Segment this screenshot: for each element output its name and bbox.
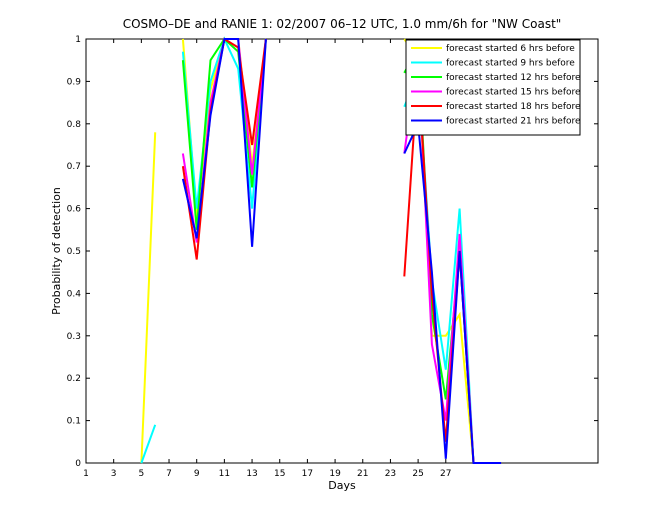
legend-entry-label: forecast started 12 hrs before: [446, 73, 581, 83]
x-tick-label: 23: [385, 469, 396, 479]
legend-entry-label: forecast started 15 hrs before: [446, 88, 581, 98]
y-tick-label: 0.8: [67, 120, 82, 130]
x-tick-label: 5: [138, 469, 144, 479]
y-tick-label: 0.2: [67, 374, 81, 384]
legend-entry-label: forecast started 6 hrs before: [446, 44, 575, 54]
x-tick-label: 1: [83, 469, 89, 479]
x-tick-label: 25: [412, 469, 423, 479]
x-tick-label: 7: [166, 469, 172, 479]
y-tick-label: 0.3: [67, 332, 81, 342]
series-line-1-segment-1: [140, 132, 157, 464]
x-axis-label: Days: [328, 479, 356, 492]
x-tick-label: 11: [219, 469, 230, 479]
series-line-6-segment-1: [181, 38, 267, 247]
y-axis-label: Probability of detection: [50, 187, 63, 315]
x-axis: 1 3 5 7 9 11 13 15 17 19 21 23 25 27: [83, 39, 452, 479]
x-tick-label: 19: [329, 469, 341, 479]
y-axis: 0 0.1 0.2 0.3 0.4 0.5 0.6 0.7 0.8 0.9 1: [67, 35, 598, 469]
legend-entry-label: forecast started 21 hrs before: [446, 117, 581, 127]
y-tick-label: 0.1: [67, 417, 81, 427]
y-tick-label: 0.7: [67, 162, 81, 172]
y-tick-label: 0.6: [67, 205, 82, 215]
legend-entry-label: forecast started 18 hrs before: [446, 102, 581, 112]
x-tick-label: 21: [357, 469, 368, 479]
x-tick-label: 15: [274, 469, 285, 479]
x-tick-label: 27: [440, 469, 451, 479]
x-tick-label: 13: [246, 469, 257, 479]
y-tick-label: 0.5: [67, 247, 81, 257]
y-tick-label: 0: [75, 459, 81, 469]
x-tick-label: 3: [111, 469, 117, 479]
series-line-2-segment-1: [140, 424, 157, 464]
x-tick-label: 17: [302, 469, 313, 479]
legend-box: [405, 39, 581, 136]
chart-title: COSMO–DE and RANIE 1: 02/2007 06–12 UTC,…: [123, 17, 562, 31]
x-tick-label: 9: [194, 469, 200, 479]
y-tick-label: 1: [75, 35, 81, 45]
legend-entry-label: forecast started 9 hrs before: [446, 59, 575, 69]
y-tick-label: 0.9: [67, 77, 82, 87]
y-tick-label: 0.4: [67, 289, 82, 299]
legend: forecast started 6 hrs before forecast st…: [405, 39, 581, 136]
